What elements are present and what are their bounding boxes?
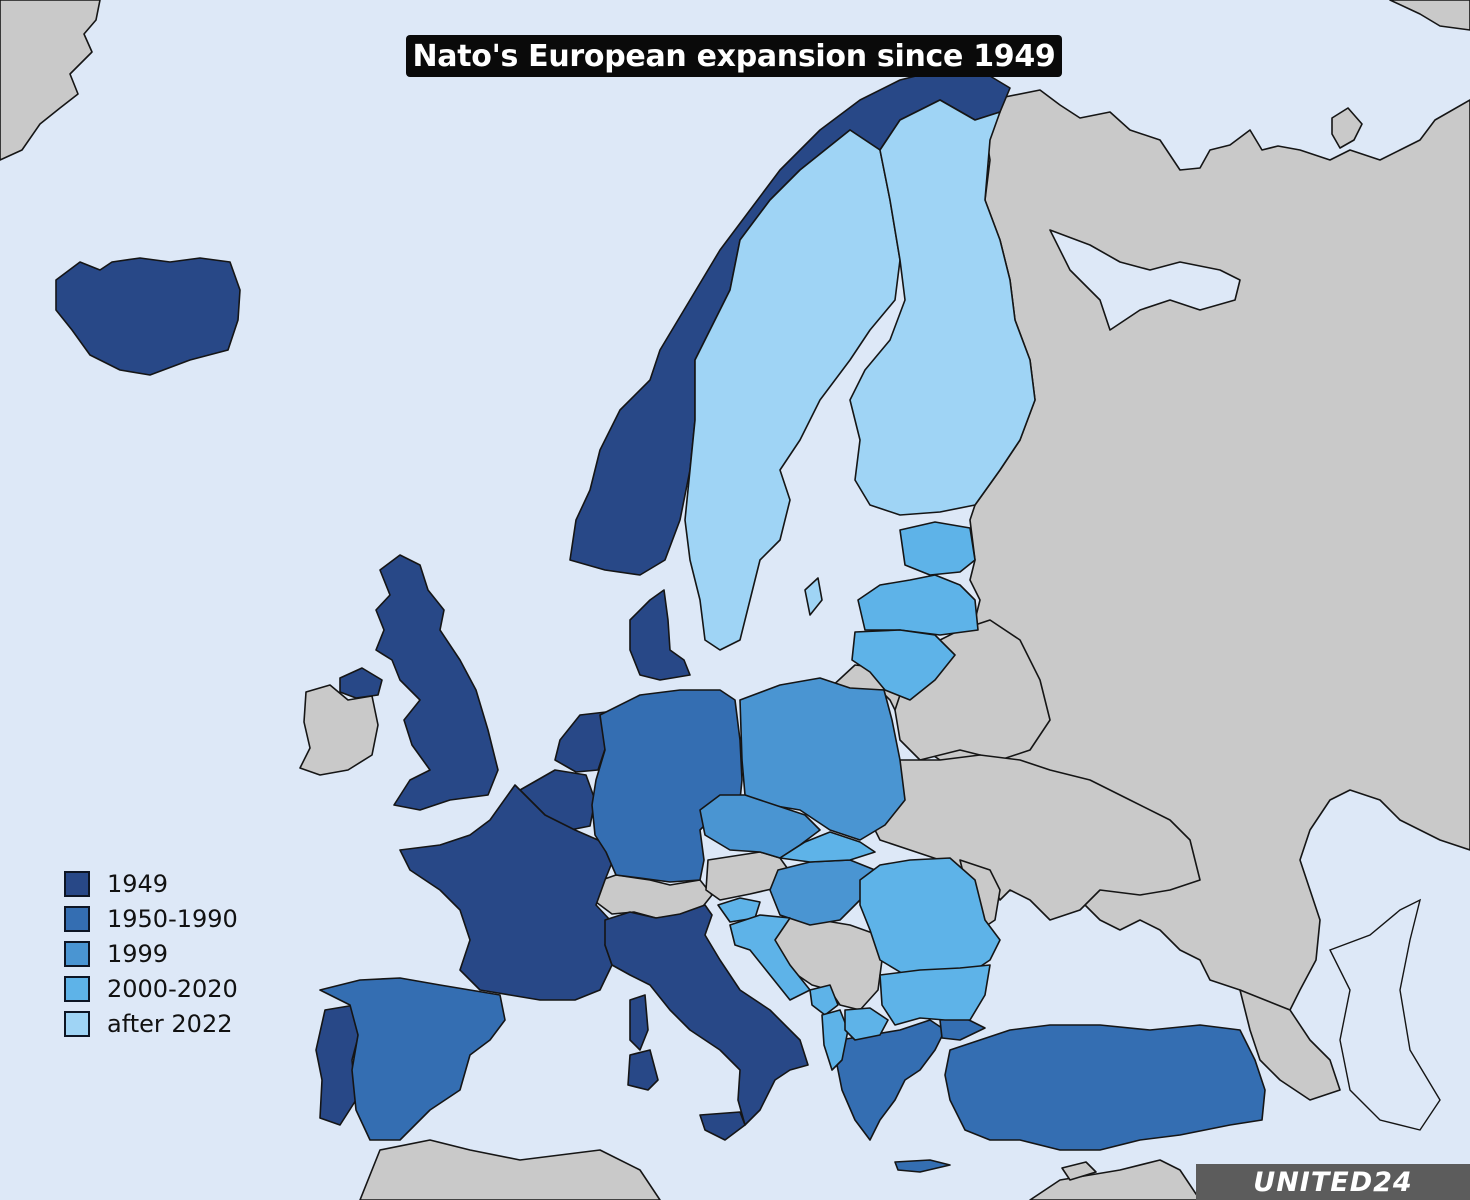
legend: 1949 1950-1990 1999 2000-2020 after 2022 — [64, 866, 238, 1041]
caucasus — [1239, 989, 1341, 1101]
legend-label: 1999 — [107, 939, 169, 968]
country-slovakia — [779, 831, 876, 863]
country-albania — [821, 1009, 849, 1071]
kola-gap — [1049, 229, 1241, 331]
nato-countries — [55, 69, 1266, 1173]
country-czech-republic — [699, 794, 821, 859]
ukraine — [869, 754, 1201, 921]
cyprus — [1061, 1161, 1097, 1181]
legend-swatch — [64, 940, 90, 967]
caspian-sea — [1329, 898, 1441, 1131]
map-title: Nato's European expansion since 1949 — [406, 35, 1062, 77]
country-montenegro — [809, 984, 839, 1016]
country-turkey — [944, 1024, 1266, 1151]
ireland — [299, 684, 379, 776]
united24-logo: UNITED24 — [1196, 1164, 1470, 1200]
country-iceland — [55, 257, 241, 376]
country-sardinia — [627, 1049, 659, 1091]
country-bulgaria — [879, 964, 991, 1026]
country-gotland — [804, 577, 823, 616]
legend-swatch — [64, 870, 90, 897]
novaya-zemlya — [1331, 107, 1363, 149]
legend-item: 1999 — [64, 936, 238, 971]
country-greece — [835, 1019, 946, 1141]
country-north-macedonia — [844, 1007, 889, 1041]
greenland — [0, 0, 101, 161]
svalbard-coast — [1389, 0, 1470, 31]
legend-label: after 2022 — [107, 1009, 233, 1038]
north-africa — [359, 1139, 661, 1200]
country-germany — [591, 689, 743, 883]
legend-label: 2000-2020 — [107, 974, 238, 1003]
country-denmark — [629, 589, 691, 681]
legend-item: 1949 — [64, 866, 238, 901]
legend-item: after 2022 — [64, 1006, 238, 1041]
legend-swatch — [64, 975, 90, 1002]
country-italy — [604, 904, 809, 1126]
legend-item: 1950-1990 — [64, 901, 238, 936]
country-estonia — [899, 521, 976, 576]
north-africa-east — [1029, 1159, 1201, 1200]
legend-swatch — [64, 905, 90, 932]
country-finland — [849, 99, 1036, 516]
country-sicily — [699, 1111, 746, 1141]
country-northern-ireland — [339, 667, 383, 699]
legend-item: 2000-2020 — [64, 971, 238, 1006]
legend-swatch — [64, 1010, 90, 1037]
country-united-kingdom — [375, 554, 499, 811]
country-crete — [894, 1159, 951, 1173]
legend-label: 1949 — [107, 869, 169, 898]
country-spain — [319, 977, 506, 1141]
country-sweden — [684, 129, 901, 651]
legend-label: 1950-1990 — [107, 904, 238, 933]
country-corsica — [629, 994, 649, 1051]
country-lithuania — [851, 629, 956, 701]
country-slovenia — [717, 897, 761, 923]
country-romania — [859, 857, 1001, 976]
